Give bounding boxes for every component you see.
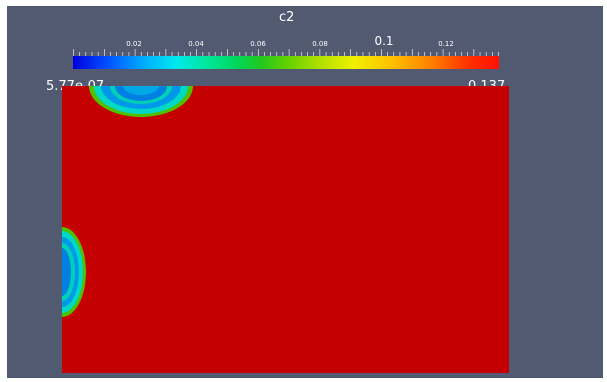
tick-label-0-06: 0.06 (250, 40, 266, 48)
low-concentration-blob-top (89, 86, 193, 117)
tick-label-0-02: 0.02 (126, 40, 142, 48)
colorbar-gradient (73, 56, 499, 69)
colorbar-minor-ticks (73, 49, 499, 56)
field-plot[interactable] (62, 86, 509, 373)
tick-label-0-12: 0.12 (438, 40, 454, 48)
tick-label-0-08: 0.08 (312, 40, 328, 48)
tick-label-0-1: 0.1 (374, 34, 394, 48)
colorbar-title: c2 (279, 10, 295, 25)
field-contours (62, 86, 193, 317)
colorbar (73, 49, 499, 69)
low-concentration-blob-left (62, 227, 86, 317)
render-viewport[interactable]: c2 0.02 0.04 0.06 0.08 0.1 0.12 5.77e-07… (7, 6, 603, 378)
tick-label-0-04: 0.04 (188, 40, 204, 48)
